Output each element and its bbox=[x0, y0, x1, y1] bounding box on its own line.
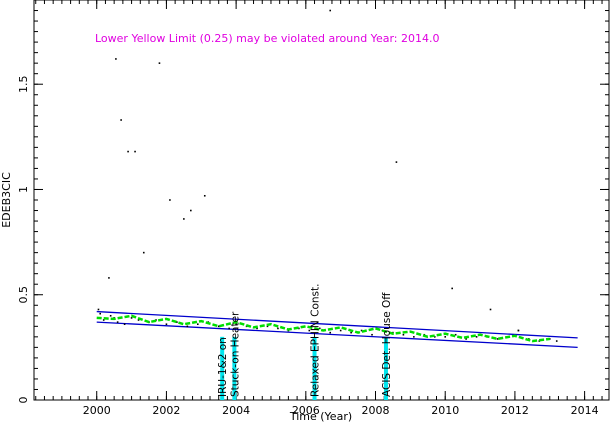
data-point bbox=[102, 319, 105, 321]
event-bar bbox=[383, 336, 388, 400]
data-point bbox=[97, 308, 100, 311]
data-point bbox=[165, 323, 168, 326]
minor-ticks bbox=[34, 0, 609, 401]
data-point bbox=[158, 62, 161, 64]
data-point bbox=[108, 277, 110, 279]
event-label: Relaxed EPHIN Const. bbox=[310, 284, 322, 397]
data-point bbox=[99, 312, 102, 315]
data-point bbox=[433, 336, 436, 338]
data-point bbox=[308, 329, 311, 332]
data-point bbox=[142, 251, 145, 254]
smooth-fit bbox=[96, 314, 550, 343]
data-point bbox=[496, 338, 499, 340]
scatter-points bbox=[97, 9, 558, 342]
x-tick-label: 2000 bbox=[83, 404, 111, 417]
y-tick-label: 1.5 bbox=[17, 75, 30, 93]
data-point bbox=[115, 58, 117, 60]
x-tick-label: 2012 bbox=[501, 404, 529, 417]
data-point bbox=[360, 329, 363, 332]
data-point bbox=[137, 319, 140, 321]
data-point bbox=[350, 331, 352, 334]
data-point bbox=[329, 9, 332, 12]
data-point bbox=[413, 336, 415, 338]
x-tick-label: 2014 bbox=[571, 404, 599, 417]
y-tick-label: 1 bbox=[17, 186, 30, 193]
event-bar bbox=[220, 336, 225, 400]
data-point bbox=[451, 287, 453, 290]
data-point bbox=[402, 333, 405, 336]
data-point bbox=[203, 194, 206, 197]
data-point bbox=[183, 218, 185, 220]
data-point bbox=[454, 333, 457, 336]
event-labels: IRU-1&2 on Stuck-on Heater Relaxed EPHIN C… bbox=[217, 284, 393, 397]
data-point bbox=[339, 329, 342, 332]
data-point bbox=[489, 308, 492, 311]
data-point bbox=[318, 327, 321, 330]
data-point bbox=[127, 150, 129, 153]
data-point bbox=[395, 161, 398, 163]
event-label: IRU-1&2 on bbox=[217, 337, 229, 397]
data-point bbox=[190, 209, 192, 212]
data-point bbox=[134, 150, 136, 153]
data-point bbox=[176, 321, 178, 323]
data-point bbox=[517, 329, 520, 332]
limit-line bbox=[96, 321, 578, 349]
x-tick-label: 2008 bbox=[362, 404, 390, 417]
x-tick-labels: 2000 2002 2004 2006 2008 2010 2012 2014 bbox=[83, 404, 599, 417]
x-tick-label: 2006 bbox=[292, 404, 320, 417]
data-point bbox=[298, 327, 300, 330]
data-point bbox=[475, 336, 478, 338]
y-tick-label: 0.5 bbox=[17, 286, 30, 304]
event-bars bbox=[220, 336, 388, 400]
data-point bbox=[329, 331, 332, 334]
x-tick-label: 2004 bbox=[222, 404, 250, 417]
y-axis-title: EDEB3CIC bbox=[0, 172, 13, 228]
data-point bbox=[109, 314, 112, 317]
warning-text: Lower Yellow Limit (0.25) may be violate… bbox=[95, 32, 439, 45]
data-point bbox=[465, 338, 467, 340]
data-point bbox=[120, 119, 122, 121]
data-point bbox=[169, 199, 171, 201]
data-point bbox=[196, 323, 199, 326]
data-point bbox=[266, 325, 269, 328]
data-point bbox=[277, 327, 279, 330]
data-point bbox=[116, 321, 119, 323]
limit-line bbox=[96, 310, 578, 339]
x-tick-label: 2002 bbox=[152, 404, 180, 417]
y-tick-labels: 0 0.5 1 1.5 bbox=[17, 75, 30, 403]
data-point bbox=[444, 336, 447, 338]
smooth-fit-line bbox=[96, 314, 550, 343]
data-point bbox=[123, 323, 126, 326]
x-axis-title: Time (Year) bbox=[289, 410, 352, 423]
event-bar bbox=[232, 336, 237, 400]
y-tick-label: 0 bbox=[17, 397, 30, 404]
data-point bbox=[186, 325, 189, 328]
data-point bbox=[256, 327, 258, 330]
data-point bbox=[217, 325, 220, 328]
data-point bbox=[130, 317, 133, 319]
event-label: Stuck-on Heater bbox=[229, 311, 241, 397]
limit-lines bbox=[96, 310, 578, 349]
data-point bbox=[371, 333, 373, 336]
event-bar bbox=[312, 336, 317, 400]
x-tick-label: 2010 bbox=[431, 404, 459, 417]
data-point bbox=[235, 323, 237, 326]
data-point bbox=[228, 327, 230, 330]
event-label: ACIS Det. House Off bbox=[381, 292, 393, 397]
data-point bbox=[555, 340, 558, 342]
